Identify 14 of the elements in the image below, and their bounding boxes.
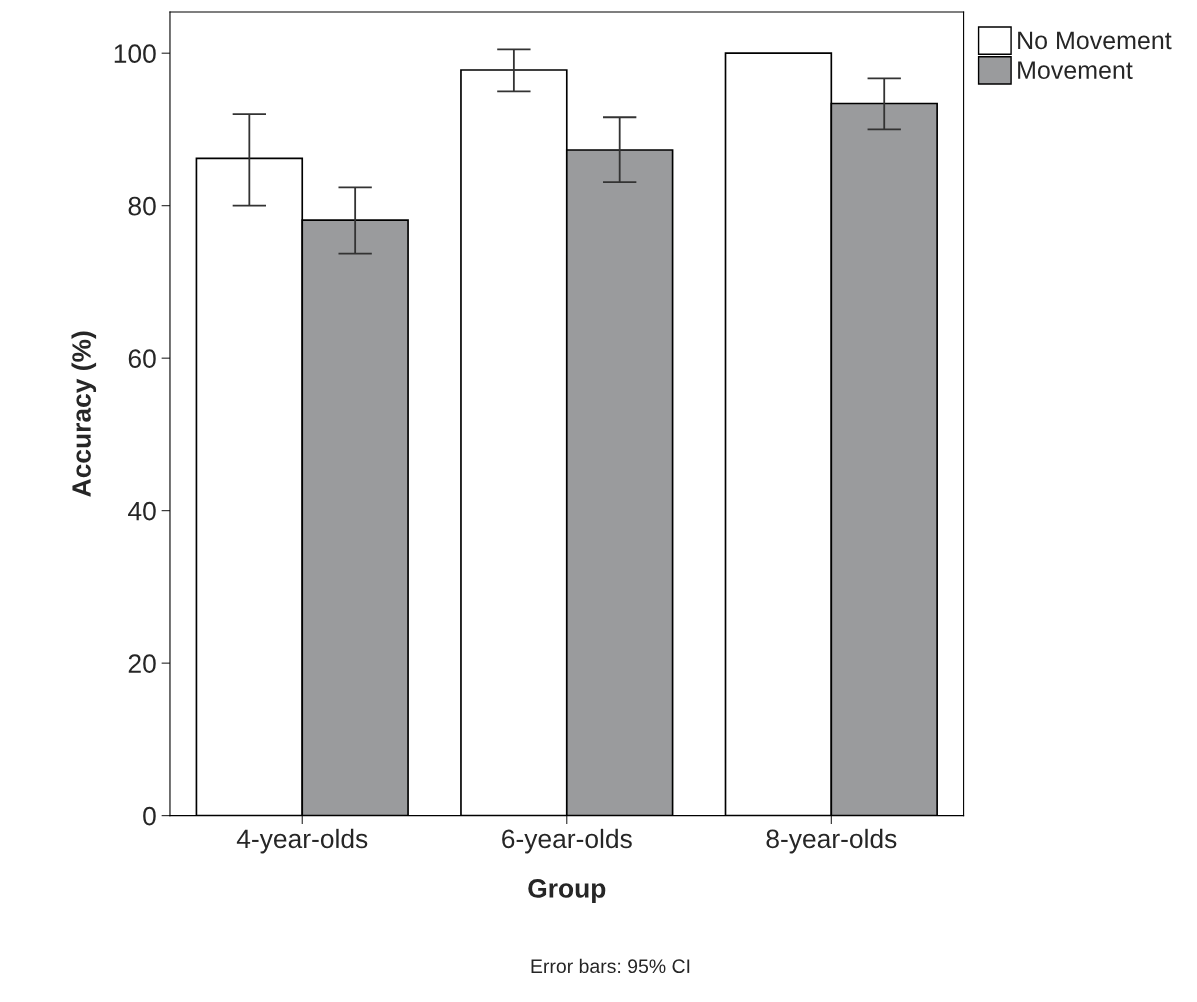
y-tick-label: 20 bbox=[128, 654, 156, 673]
x-tick-label: 6-year-olds bbox=[502, 828, 632, 854]
x-tick-label: 8-year-olds bbox=[766, 828, 897, 854]
y-tick-label: 40 bbox=[128, 501, 156, 521]
y-tick-label: 100 bbox=[114, 44, 156, 64]
text: Error bars: 95% CI bbox=[531, 958, 690, 974]
y-tick-label: 0 bbox=[143, 806, 156, 826]
x-tick-label: 4-year-olds bbox=[236, 828, 368, 854]
x-axis-title: Group bbox=[528, 879, 606, 904]
y-tick-label: 60 bbox=[128, 349, 156, 368]
y-axis-title: Accuracy (%) bbox=[71, 331, 97, 497]
legend-label: Movement bbox=[1018, 61, 1133, 80]
y-tick-label: 80 bbox=[128, 196, 156, 216]
legend-label: No Movement bbox=[1018, 31, 1172, 50]
